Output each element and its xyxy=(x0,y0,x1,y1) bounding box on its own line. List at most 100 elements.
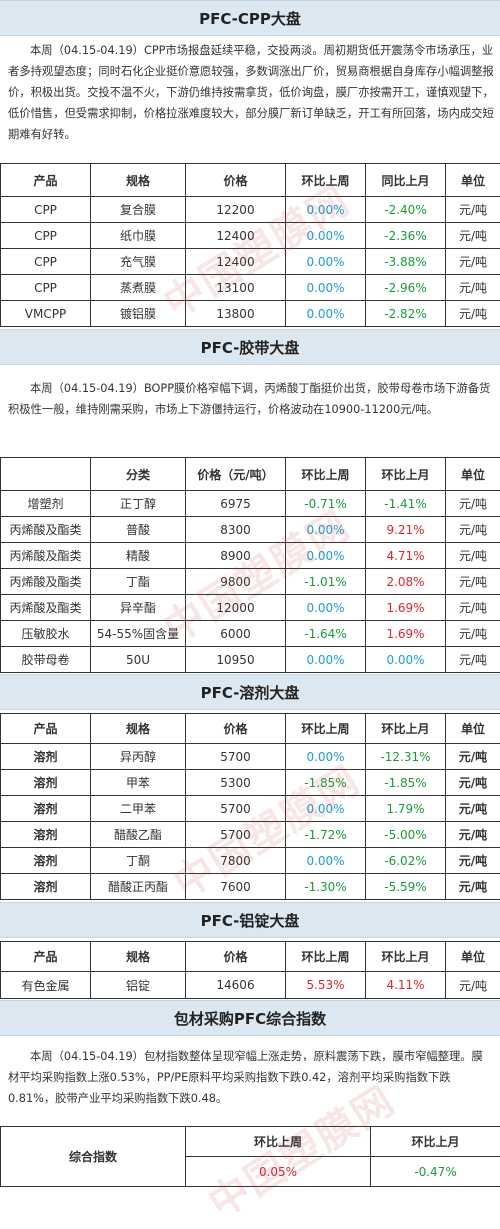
cell: 增塑剂 xyxy=(1,491,91,517)
cell: 元/吨 xyxy=(446,822,500,848)
cpp-h0: 产品 xyxy=(1,164,91,197)
index-month-value: -0.47% xyxy=(371,1157,500,1187)
cell: 0.00% xyxy=(366,647,446,673)
cell: -2.36% xyxy=(366,223,446,249)
cell: -2.40% xyxy=(366,197,446,223)
cell: 元/吨 xyxy=(446,874,500,900)
cell: 醋酸正丙酯 xyxy=(91,874,186,900)
cell: 普酸 xyxy=(91,517,186,543)
cell: 元/吨 xyxy=(446,197,500,223)
cell: 正丁醇 xyxy=(91,491,186,517)
cell: 5700 xyxy=(186,822,286,848)
cell: 元/吨 xyxy=(446,491,500,517)
cell: 蒸煮膜 xyxy=(91,275,186,301)
table-row: 溶剂 丁酮 7800 0.00% -6.02% 元/吨 xyxy=(1,848,500,874)
ingot-section-title: PFC-铝锭大盘 xyxy=(0,902,500,938)
cell: 4.71% xyxy=(366,543,446,569)
cell: 元/吨 xyxy=(446,223,500,249)
cell: 丁酯 xyxy=(91,569,186,595)
cell: 5700 xyxy=(186,744,286,770)
cell: 0.00% xyxy=(286,301,366,327)
cell: 二甲苯 xyxy=(91,796,186,822)
cell: 9.21% xyxy=(366,517,446,543)
cell: 复合膜 xyxy=(91,197,186,223)
cell: 元/吨 xyxy=(446,543,500,569)
tape-h1: 分类 xyxy=(91,458,186,491)
cell: -5.59% xyxy=(366,874,446,900)
cell: 元/吨 xyxy=(446,249,500,275)
cell: 12000 xyxy=(186,595,286,621)
solvent-h4: 环比上月 xyxy=(366,714,446,744)
cell: CPP xyxy=(1,249,91,275)
cpp-h3: 环比上周 xyxy=(286,164,366,197)
cell: 0.00% xyxy=(286,517,366,543)
table-row: 丙烯酸及酯类 普酸 8300 0.00% 9.21% 元/吨 xyxy=(1,517,500,543)
tape-h3: 环比上周 xyxy=(286,458,366,491)
cell: 14606 xyxy=(186,972,286,999)
cell: VMCPP xyxy=(1,301,91,327)
cell: 6000 xyxy=(186,621,286,647)
index-label: 综合指数 xyxy=(1,1127,186,1187)
cell: 0.00% xyxy=(286,796,366,822)
index-paragraph: 本周（04.15-04.19）包材指数整体呈现窄幅上涨走势，原料震荡下跌，膜市窄… xyxy=(0,1046,500,1109)
tape-header-row: 分类 价格（元/吨） 环比上周 环比上月 单位 xyxy=(1,458,500,491)
cell: -1.64% xyxy=(286,621,366,647)
cell: 铝锭 xyxy=(91,972,186,999)
cell: 溶剂 xyxy=(1,822,91,848)
cell: 1.69% xyxy=(366,595,446,621)
index-week-value: 0.05% xyxy=(186,1157,371,1187)
cell: -1.41% xyxy=(366,491,446,517)
ingot-h3: 环比上周 xyxy=(286,942,366,972)
cell: 元/吨 xyxy=(446,621,500,647)
tape-h2: 价格（元/吨） xyxy=(186,458,286,491)
cell: 4.11% xyxy=(366,972,446,999)
ingot-h4: 环比上月 xyxy=(366,942,446,972)
index-h1: 环比上月 xyxy=(371,1127,500,1157)
cell: 丙烯酸及酯类 xyxy=(1,595,91,621)
tape-section-title: PFC-胶带大盘 xyxy=(0,329,500,365)
solvent-section-title: PFC-溶剂大盘 xyxy=(0,674,500,710)
index-table: 综合指数 环比上周 环比上月 0.05% -0.47% xyxy=(0,1126,500,1187)
cell: 2.08% xyxy=(366,569,446,595)
table-row: 增塑剂 正丁醇 6975 -0.71% -1.41% 元/吨 xyxy=(1,491,500,517)
cell: 12400 xyxy=(186,223,286,249)
cell: 元/吨 xyxy=(446,972,500,999)
cell: 0.00% xyxy=(286,275,366,301)
solvent-h3: 环比上周 xyxy=(286,714,366,744)
ingot-h2: 价格 xyxy=(186,942,286,972)
cell: 5700 xyxy=(186,796,286,822)
cpp-h5: 单位 xyxy=(446,164,500,197)
solvent-table: 产品 规格 价格 环比上周 环比上月 单位 溶剂 异丙醇 5700 0.00% … xyxy=(0,713,500,900)
table-row: 溶剂 二甲苯 5700 0.00% 1.79% 元/吨 xyxy=(1,796,500,822)
cell: 压敏胶水 xyxy=(1,621,91,647)
cell: -1.72% xyxy=(286,822,366,848)
table-row: 丙烯酸及酯类 精酸 8900 0.00% 4.71% 元/吨 xyxy=(1,543,500,569)
cell: 12400 xyxy=(186,249,286,275)
cell: 溶剂 xyxy=(1,744,91,770)
tape-paragraph: 本周（04.15-04.19）BOPP膜价格窄幅下调，丙烯酸丁酯挺价出货，胶带母… xyxy=(0,378,500,420)
table-row: CPP 纸巾膜 12400 0.00% -2.36% 元/吨 xyxy=(1,223,500,249)
cpp-section-title: PFC-CPP大盘 xyxy=(0,0,500,36)
cell: 丙烯酸及酯类 xyxy=(1,517,91,543)
tape-table: 分类 价格（元/吨） 环比上周 环比上月 单位 增塑剂 正丁醇 6975 -0.… xyxy=(0,457,500,673)
table-row: 有色金属 铝锭 14606 5.53% 4.11% 元/吨 xyxy=(1,972,500,999)
table-row: 丙烯酸及酯类 丁酯 9800 -1.01% 2.08% 元/吨 xyxy=(1,569,500,595)
cell: 0.00% xyxy=(286,595,366,621)
index-section-title: 包材采购PFC综合指数 xyxy=(0,1000,500,1036)
cell: -1.30% xyxy=(286,874,366,900)
cpp-h1: 规格 xyxy=(91,164,186,197)
cell: 0.00% xyxy=(286,647,366,673)
cell: 元/吨 xyxy=(446,770,500,796)
cell: 5.53% xyxy=(286,972,366,999)
cell: 元/吨 xyxy=(446,275,500,301)
cell: CPP xyxy=(1,275,91,301)
cell: 50U xyxy=(91,647,186,673)
cell: 元/吨 xyxy=(446,796,500,822)
cell: 充气膜 xyxy=(91,249,186,275)
ingot-header-row: 产品 规格 价格 环比上周 环比上月 单位 xyxy=(1,942,500,972)
cell: 0.00% xyxy=(286,223,366,249)
cell: 溶剂 xyxy=(1,770,91,796)
table-row: CPP 充气膜 12400 0.00% -3.88% 元/吨 xyxy=(1,249,500,275)
table-row: CPP 复合膜 12200 0.00% -2.40% 元/吨 xyxy=(1,197,500,223)
cell: 镀铝膜 xyxy=(91,301,186,327)
